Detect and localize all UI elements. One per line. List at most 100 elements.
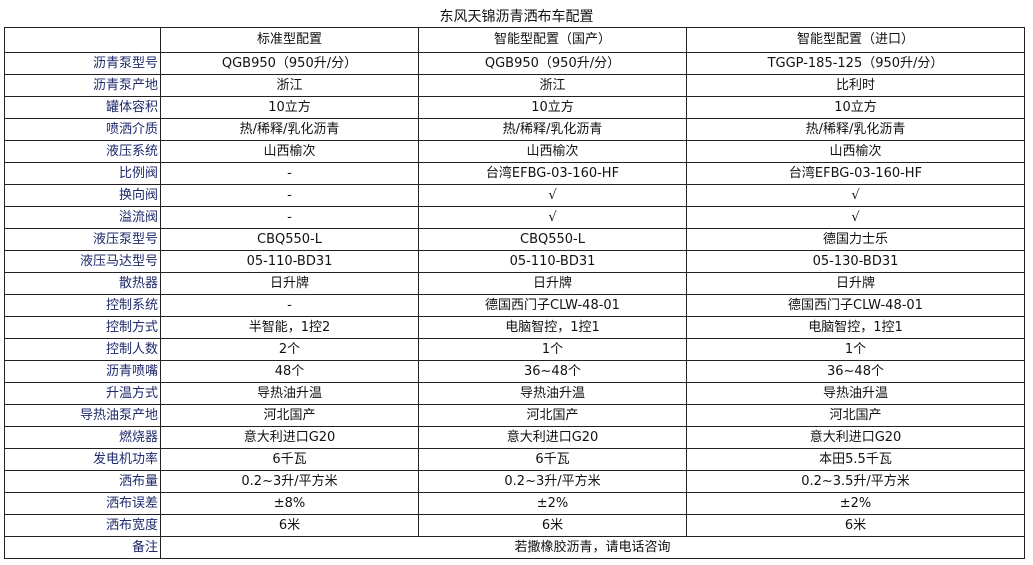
row-value: 德国西门子CLW-48-01 [418,294,687,317]
row-value: 10立方 [418,96,687,119]
row-value: 日升牌 [686,272,1025,295]
row-label: 燃烧器 [4,426,161,449]
row-value: 6千瓦 [160,448,419,471]
row-label: 洒布量 [4,470,161,493]
row-value: 河北国产 [686,404,1025,427]
table-row: 发电机功率 6千瓦 6千瓦 本田5.5千瓦 [4,448,1025,471]
row-value: 6米 [160,514,419,537]
row-value: 台湾EFBG-03-160-HF [686,162,1025,185]
row-value: 比利时 [686,74,1025,97]
row-value: QGB950（950升/分） [160,52,419,75]
row-value: √ [686,184,1025,207]
row-value: TGGP-185-125（950升/分） [686,52,1025,75]
row-label: 沥青喷嘴 [4,360,161,383]
row-value: 导热油升温 [418,382,687,405]
row-value: 日升牌 [160,272,419,295]
row-value: 山西榆次 [160,140,419,163]
row-value: 10立方 [686,96,1025,119]
row-value: 浙江 [160,74,419,97]
row-value: 意大利进口G20 [418,426,687,449]
row-label: 罐体容积 [4,96,161,119]
table-row: 控制系统 - 德国西门子CLW-48-01 德国西门子CLW-48-01 [4,294,1025,317]
row-value: 日升牌 [418,272,687,295]
table-row: 喷洒介质 热/稀释/乳化沥青 热/稀释/乳化沥青 热/稀释/乳化沥青 [4,118,1025,141]
table-row: 升温方式 导热油升温 导热油升温 导热油升温 [4,382,1025,405]
row-label: 换向阀 [4,184,161,207]
remark-value: 若撒橡胶沥青，请电话咨询 [160,536,1025,559]
row-value: - [160,184,419,207]
row-value: 6千瓦 [418,448,687,471]
table-row: 洒布量 0.2~3升/平方米 0.2~3升/平方米 0.2~3.5升/平方米 [4,470,1025,493]
row-value: 德国西门子CLW-48-01 [686,294,1025,317]
table-row: 液压泵型号 CBQ550-L CBQ550-L 德国力士乐 [4,228,1025,251]
row-value: CBQ550-L [160,228,419,251]
table-row: 控制人数 2个 1个 1个 [4,338,1025,361]
row-value: √ [686,206,1025,229]
row-label: 洒布宽度 [4,514,161,537]
row-value: 导热油升温 [160,382,419,405]
row-value: 1个 [418,338,687,361]
row-label: 溢流阀 [4,206,161,229]
row-label: 洒布误差 [4,492,161,515]
row-label: 发电机功率 [4,448,161,471]
table-row: 罐体容积 10立方 10立方 10立方 [4,96,1025,119]
row-label: 控制人数 [4,338,161,361]
table-row: 控制方式 半智能，1控2 电脑智控，1控1 电脑智控，1控1 [4,316,1025,339]
row-value: 浙江 [418,74,687,97]
table-row: 洒布宽度 6米 6米 6米 [4,514,1025,537]
row-value: 0.2~3.5升/平方米 [686,470,1025,493]
header-cell: 标准型配置 [160,27,419,53]
row-value: 0.2~3升/平方米 [418,470,687,493]
row-label: 控制系统 [4,294,161,317]
row-label: 散热器 [4,272,161,295]
row-value: 热/稀释/乳化沥青 [686,118,1025,141]
row-value: - [160,162,419,185]
row-value: 6米 [418,514,687,537]
table-row: 换向阀 - √ √ [4,184,1025,207]
table-row: 液压马达型号 05-110-BD31 05-110-BD31 05-130-BD31 [4,250,1025,273]
row-label: 液压泵型号 [4,228,161,251]
table-row: 沥青喷嘴 48个 36~48个 36~48个 [4,360,1025,383]
config-table: 标准型配置 智能型配置（国产） 智能型配置（进口） 沥青泵型号 QGB950（95… [4,27,1025,559]
row-value: 本田5.5千瓦 [686,448,1025,471]
row-label: 喷洒介质 [4,118,161,141]
row-value: 意大利进口G20 [160,426,419,449]
row-label: 比例阀 [4,162,161,185]
table-row: 导热油泵产地 河北国产 河北国产 河北国产 [4,404,1025,427]
row-value: ±2% [418,492,687,515]
row-value: 10立方 [160,96,419,119]
row-value: 河北国产 [160,404,419,427]
row-value: 电脑智控，1控1 [418,316,687,339]
row-value: 台湾EFBG-03-160-HF [418,162,687,185]
row-value: 05-130-BD31 [686,250,1025,273]
row-label: 导热油泵产地 [4,404,161,427]
row-value: 山西榆次 [418,140,687,163]
table-row: 液压系统 山西榆次 山西榆次 山西榆次 [4,140,1025,163]
table-row: 溢流阀 - √ √ [4,206,1025,229]
row-label: 沥青泵产地 [4,74,161,97]
row-value: CBQ550-L [418,228,687,251]
table-row: 比例阀 - 台湾EFBG-03-160-HF 台湾EFBG-03-160-HF [4,162,1025,185]
row-label: 液压系统 [4,140,161,163]
row-value: 热/稀释/乳化沥青 [160,118,419,141]
row-value: - [160,206,419,229]
row-value: 6米 [686,514,1025,537]
remark-row: 备注 若撒橡胶沥青，请电话咨询 [4,536,1025,559]
table-row: 沥青泵型号 QGB950（950升/分） QGB950（950升/分） TGGP-18… [4,52,1025,75]
row-value: 意大利进口G20 [686,426,1025,449]
row-value: 36~48个 [418,360,687,383]
row-value: 导热油升温 [686,382,1025,405]
row-value: 德国力士乐 [686,228,1025,251]
row-value: 半智能，1控2 [160,316,419,339]
row-value: 0.2~3升/平方米 [160,470,419,493]
row-value: 05-110-BD31 [160,250,419,273]
row-value: 电脑智控，1控1 [686,316,1025,339]
row-label: 控制方式 [4,316,161,339]
row-value: 1个 [686,338,1025,361]
remark-label: 备注 [4,536,161,559]
row-value: 河北国产 [418,404,687,427]
table-row: 燃烧器 意大利进口G20 意大利进口G20 意大利进口G20 [4,426,1025,449]
row-value: 山西榆次 [686,140,1025,163]
row-value: 05-110-BD31 [418,250,687,273]
row-value: √ [418,184,687,207]
